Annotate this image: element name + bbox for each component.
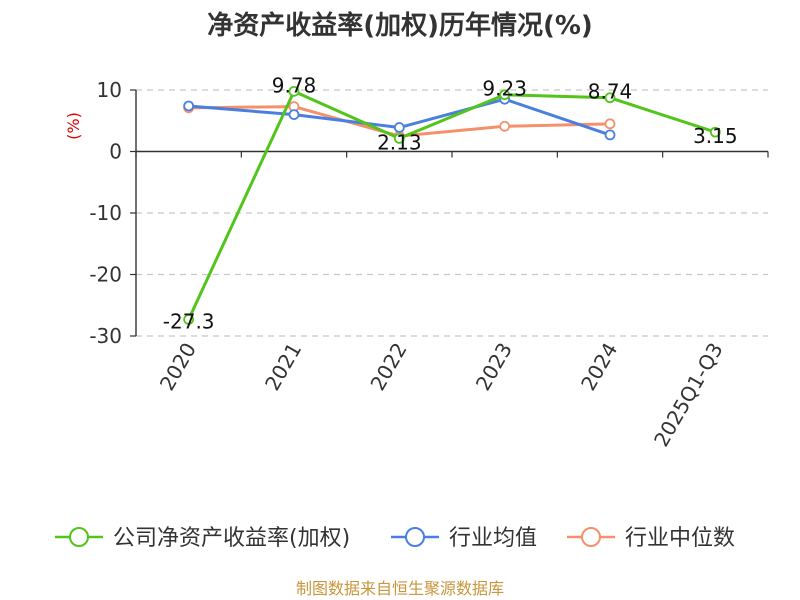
x-tick-label: 2024 [576, 339, 622, 395]
legend-marker-icon [69, 527, 89, 547]
series-point [183, 313, 195, 325]
source-note: 制图数据来自恒生聚源数据库 [296, 579, 504, 598]
x-tick-label: 2025Q1-Q3 [649, 339, 728, 451]
y-tick-label: -30 [89, 324, 122, 348]
y-tick-label: -20 [89, 263, 122, 287]
series-line [187, 89, 716, 321]
data-label: 9.23 [482, 77, 527, 101]
grid-lines [136, 89, 768, 337]
data-label: 2.13 [377, 130, 422, 154]
y-tick-label: 0 [109, 140, 122, 164]
x-tick-label: 2021 [260, 339, 306, 395]
x-tick-label: 2023 [471, 339, 517, 395]
series-point [709, 126, 721, 138]
legend-label: 行业中位数 [625, 526, 735, 551]
data-labels: -27.3 9.78 2.13 9.23 8.74 3.15 [163, 73, 738, 333]
series-point [288, 109, 300, 120]
legend-marker-icon [581, 527, 601, 547]
y-axis-label: (%) [64, 112, 83, 140]
data-label: 3.15 [693, 124, 738, 148]
series-point [604, 129, 616, 141]
legend-item[interactable]: 公司净资产收益率(加权) [55, 526, 350, 551]
data-label: 9.78 [272, 73, 317, 97]
series-point [393, 133, 405, 144]
series-point [183, 100, 195, 112]
series-point [499, 89, 511, 101]
data-label: -27.3 [163, 309, 215, 333]
legend-item[interactable]: 行业中位数 [567, 526, 735, 551]
legend-marker-icon [405, 527, 425, 547]
y-tick-label: 10 [97, 78, 122, 102]
data-label: 8.74 [588, 80, 633, 104]
series-layer [183, 85, 721, 325]
x-tick-label: 2022 [365, 339, 411, 395]
x-tick-label: 2020 [155, 339, 201, 395]
series-point [604, 118, 616, 130]
legend[interactable]: 公司净资产收益率(加权) 行业均值 行业中位数 [55, 526, 735, 551]
chart-title: 净资产收益率(加权)历年情况(%) [207, 10, 593, 41]
legend-label: 行业均值 [449, 526, 537, 551]
y-tick-label: -10 [89, 201, 122, 225]
series-point [288, 85, 300, 97]
series-point [604, 92, 616, 104]
series-point [499, 120, 511, 132]
series-point [393, 122, 405, 133]
legend-item[interactable]: 行业均值 [391, 526, 537, 551]
legend-label: 公司净资产收益率(加权) [113, 526, 350, 551]
